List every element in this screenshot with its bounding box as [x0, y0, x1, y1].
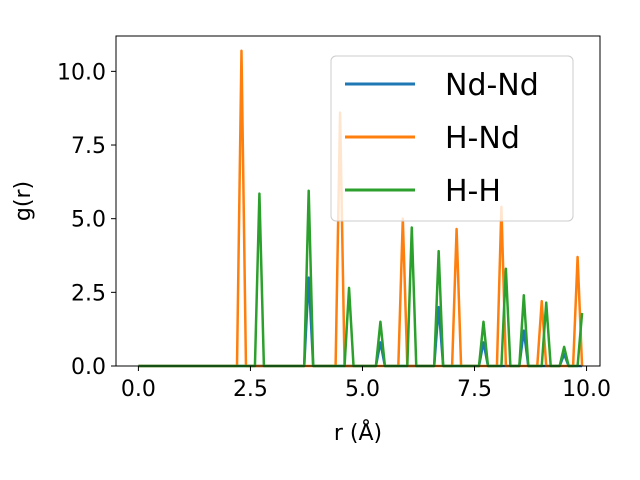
y-axis-label: g(r) [11, 181, 36, 221]
y-tick-label: 7.5 [71, 134, 106, 159]
x-tick-label: 5.0 [345, 377, 380, 402]
x-tick-label: 2.5 [233, 377, 268, 402]
legend-label: Nd-Nd [445, 68, 539, 103]
x-axis-ticks: 0.0 2.5 5.0 7.5 10.0 [121, 366, 611, 402]
y-tick-label: 5.0 [71, 208, 106, 233]
x-tick-label: 7.5 [457, 377, 492, 402]
x-tick-label: 10.0 [562, 377, 611, 402]
x-tick-label: 0.0 [121, 377, 156, 402]
y-tick-label: 0.0 [71, 355, 106, 380]
legend-box [330, 55, 574, 222]
y-axis-ticks: 0.0 2.5 5.0 7.5 10.0 [57, 60, 116, 380]
legend-label: H-Nd [445, 121, 520, 156]
y-tick-label: 2.5 [71, 281, 106, 306]
legend-label: H-H [445, 174, 501, 209]
x-axis-label: r (Å) [334, 419, 382, 446]
axes-frame [115, 35, 601, 367]
legend: Nd-Nd H-Nd H-H [330, 55, 574, 222]
y-tick-label: 10.0 [57, 60, 106, 85]
